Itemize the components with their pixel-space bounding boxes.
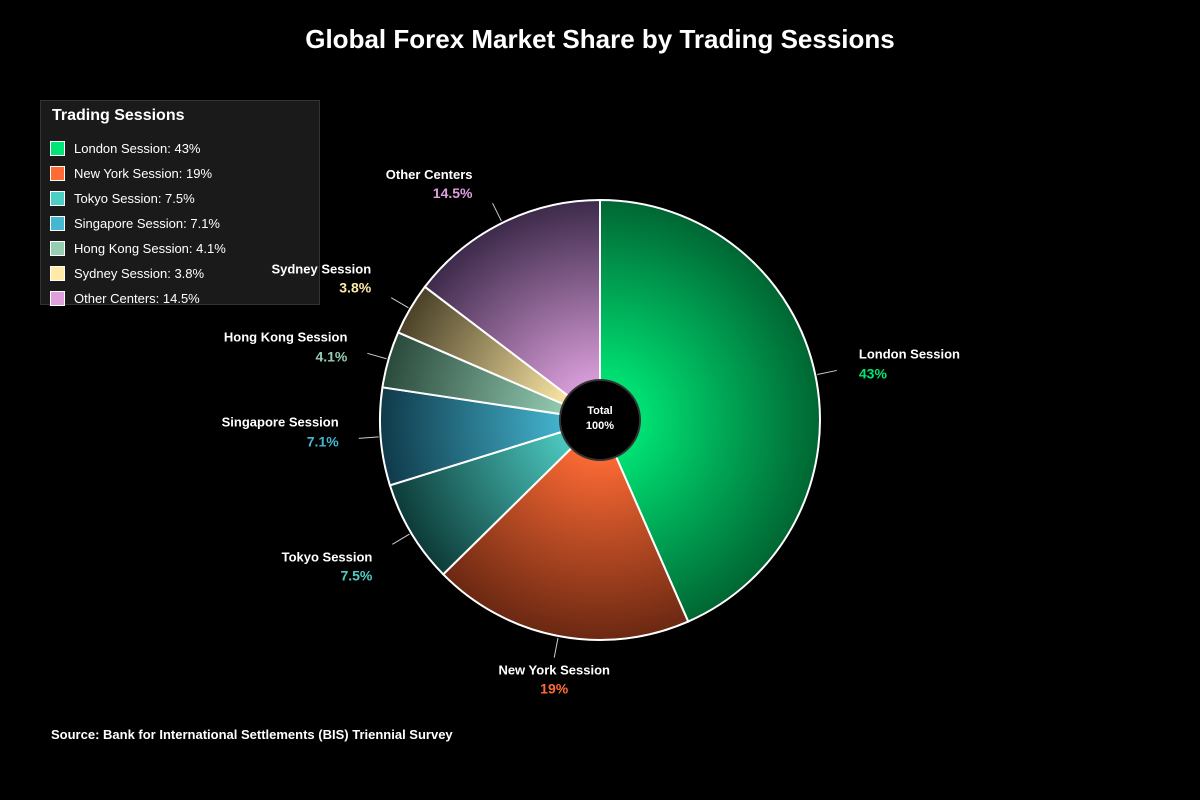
leader-line-other-centers [492, 202, 502, 222]
leader-line-hong-kong-session [367, 352, 387, 360]
slice-value-new-york-session: 19% [540, 681, 569, 697]
slice-value-other-centers: 14.5% [433, 185, 473, 201]
slice-value-hong-kong-session: 4.1% [315, 348, 347, 364]
source-note: Source: Bank for International Settlemen… [51, 727, 453, 742]
slice-value-singapore-session: 7.1% [307, 433, 339, 449]
legend-item-other: Other Centers: 14.5% [50, 289, 200, 307]
center-badge: Total 100% [559, 379, 641, 461]
legend: Trading Sessions London Session: 43% New… [40, 100, 320, 307]
legend-label-new-york: New York Session: 19% [74, 165, 213, 181]
legend-swatch-new-york [50, 165, 65, 181]
leader-line-sydney-session [390, 297, 409, 309]
slice-label-sydney-session: Sydney Session [271, 262, 371, 277]
legend-label-tokyo: Tokyo Session: 7.5% [74, 190, 195, 206]
legend-label-hong-kong: Hong Kong Session: 4.1% [74, 240, 226, 256]
legend-label-other: Other Centers: 14.5% [74, 290, 200, 306]
legend-title: Trading Sessions [52, 107, 185, 124]
legend-label-singapore: Singapore Session: 7.1% [74, 215, 220, 231]
legend-label-sydney: Sydney Session: 3.8% [74, 265, 205, 281]
leader-line-new-york-session [553, 637, 559, 658]
slice-label-hong-kong-session: Hong Kong Session [224, 329, 348, 344]
leader-line-tokyo-session [392, 533, 410, 545]
leader-line-singapore-session [358, 436, 379, 439]
legend-item-singapore: Singapore Session: 7.1% [50, 214, 220, 232]
chart-title: Global Forex Market Share by Trading Ses… [305, 24, 895, 54]
legend-label-london: London Session: 43% [74, 140, 201, 156]
pie-slice-tokyo-session [388, 419, 601, 576]
pie-slice-london-session [599, 198, 821, 623]
legend-swatch-london [50, 140, 65, 156]
legend-item-hong-kong: Hong Kong Session: 4.1% [50, 239, 226, 257]
pie-slice-new-york-session [441, 418, 690, 641]
slice-value-london-session: 43% [859, 365, 888, 381]
legend-item-tokyo: Tokyo Session: 7.5% [50, 189, 195, 207]
slice-value-sydney-session: 3.8% [339, 280, 371, 296]
center-label-total: Total [587, 405, 612, 417]
slice-value-tokyo-session: 7.5% [340, 567, 372, 583]
legend-swatch-tokyo [50, 190, 65, 206]
leader-line-london-session [817, 369, 837, 376]
slice-label-tokyo-session: Tokyo Session [282, 549, 373, 564]
legend-swatch-sydney [50, 265, 65, 281]
legend-item-london: London Session: 43% [50, 139, 200, 157]
slice-label-london-session: London Session [859, 346, 960, 361]
slice-label-new-york-session: New York Session [498, 663, 610, 678]
pie-leader-lines [358, 202, 837, 658]
legend-swatch-singapore [50, 215, 65, 231]
center-label-percent: 100% [586, 420, 614, 432]
slice-label-other-centers: Other Centers [386, 167, 473, 182]
legend-item-new-york: New York Session: 19% [50, 164, 212, 182]
legend-swatch-hong-kong [50, 240, 65, 256]
pie-slice-other-centers [423, 198, 601, 423]
pie-labels: London Session 43% New York Session 19% Toky… [222, 167, 960, 696]
slice-label-singapore-session: Singapore Session [222, 414, 339, 429]
pie-slices [378, 198, 821, 641]
legend-swatch-other [50, 290, 65, 306]
legend-item-sydney: Sydney Session: 3.8% [50, 264, 204, 282]
center-circle [559, 379, 641, 461]
